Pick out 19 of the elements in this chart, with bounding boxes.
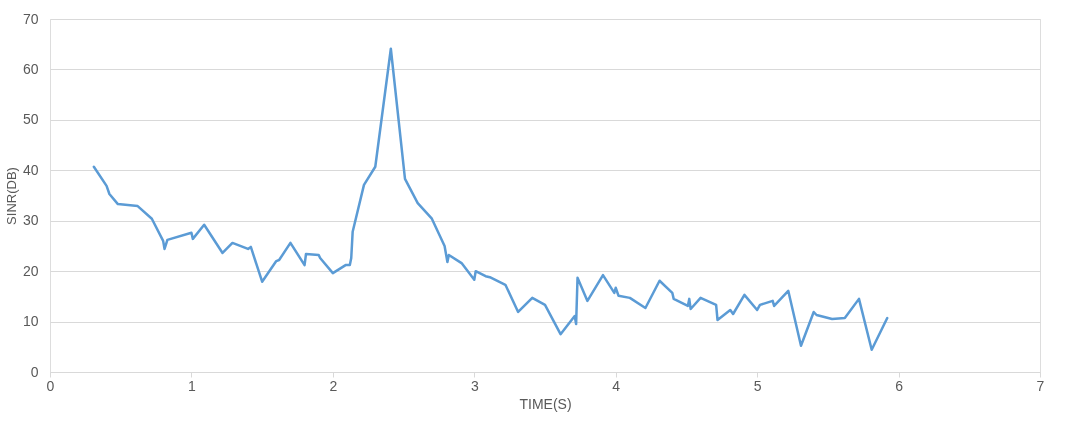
x-tick-label: 0 (46, 377, 55, 394)
x-tick-label: 2 (329, 377, 338, 394)
x-tick-label: 7 (1036, 377, 1045, 394)
x-tick-label: 6 (895, 377, 904, 394)
y-tick-label: 0 (30, 363, 39, 380)
x-tick-label: 3 (470, 377, 479, 394)
y-tick-label: 70 (22, 10, 39, 27)
y-tick-label: 20 (22, 262, 39, 279)
y-tick-label: 10 (22, 313, 39, 330)
y-tick-label: 60 (22, 60, 39, 77)
x-tick-label: 1 (188, 377, 197, 394)
y-axis-title: SINR(DB) (3, 167, 19, 225)
y-tick-label: 40 (22, 161, 39, 178)
x-axis-title: TIME(S) (519, 395, 572, 412)
x-tick-label: 4 (612, 377, 621, 394)
y-tick-label: 50 (22, 111, 39, 128)
line-series (92, 47, 889, 352)
y-tick-label: 30 (22, 212, 39, 229)
x-tick-label: 5 (753, 377, 762, 394)
